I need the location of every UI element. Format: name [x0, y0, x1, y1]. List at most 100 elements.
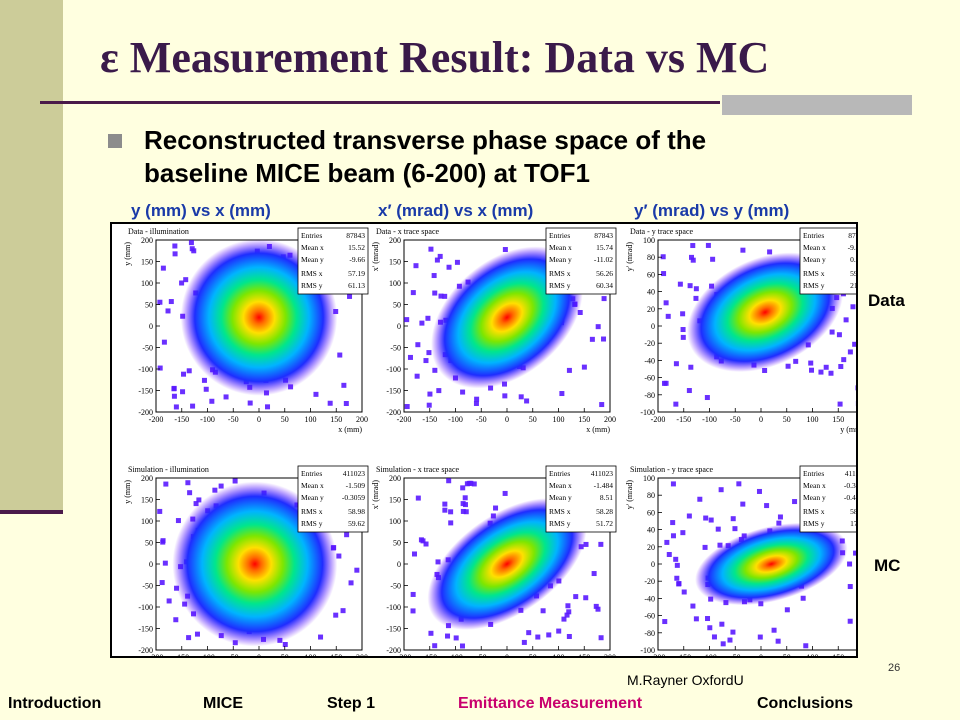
x-tick-label: 50: [783, 415, 791, 424]
scatter-cell: [841, 357, 847, 363]
scatter-cell: [598, 541, 604, 547]
x-tick-label: -50: [730, 415, 741, 424]
scatter-cell: [829, 329, 835, 335]
stats-value: 87843: [848, 231, 856, 240]
y-tick-label: -100: [640, 408, 655, 417]
scatter-cell: [502, 381, 508, 387]
x-tick-label: -150: [676, 653, 691, 656]
scatter-cell: [194, 631, 200, 637]
scatter-cell: [201, 377, 207, 383]
scatter-cell: [598, 635, 604, 641]
scatter-cell: [518, 394, 524, 400]
scatter-cell: [460, 389, 466, 395]
panel-title: Simulation - y trace space: [630, 465, 714, 474]
scatter-cell: [661, 271, 667, 277]
scatter-cell: [162, 560, 168, 566]
scatter-cell: [333, 612, 339, 618]
scatter-cell: [435, 559, 441, 565]
scatter-cell: [453, 635, 459, 641]
scatter-cell: [180, 389, 186, 395]
y-tick-label: -200: [386, 646, 401, 655]
scatter-cell: [583, 595, 589, 601]
nav-introduction[interactable]: Introduction: [8, 695, 102, 712]
scatter-cell: [265, 404, 271, 410]
scatter-cell: [702, 544, 708, 550]
bullet-text: Reconstructed transverse phase space of …: [144, 124, 884, 190]
scatter-cell: [419, 320, 425, 326]
scatter-cell: [732, 526, 738, 532]
scatter-cell: [803, 643, 809, 649]
stats-key: RMS x: [803, 507, 825, 516]
scatter-cell: [428, 630, 434, 636]
x-tick-label: -200: [397, 653, 412, 656]
nav-mice[interactable]: MICE: [203, 695, 243, 712]
scatter-cell: [564, 612, 570, 618]
y-tick-label: 0: [397, 560, 401, 569]
x-tick-label: -150: [174, 415, 189, 424]
scatter-cell: [690, 243, 696, 249]
stats-value: 8.51: [600, 493, 613, 502]
y-tick-label: 40: [647, 288, 655, 297]
scatter-cell: [163, 481, 169, 487]
nav-conclusions[interactable]: Conclusions: [757, 695, 854, 712]
nav-step-1[interactable]: Step 1: [327, 695, 376, 712]
nav-emittance-measurement[interactable]: Emittance Measurement: [458, 695, 643, 712]
scatter-cell: [412, 551, 418, 557]
scatter-cell: [855, 385, 861, 391]
y-axis-label: x' (mrad): [371, 242, 380, 272]
y-tick-label: 150: [141, 258, 153, 267]
scatter-cell: [232, 478, 238, 484]
scatter-cell: [823, 364, 829, 370]
stats-key: Mean y: [549, 255, 572, 264]
scatter-cell: [595, 324, 601, 330]
scatter-cell: [664, 539, 670, 545]
x-tick-label: -50: [730, 653, 741, 656]
scatter-cell: [336, 553, 342, 559]
y-tick-label: -50: [390, 344, 401, 353]
scatter-cell: [459, 643, 465, 649]
x-tick-label: 150: [832, 415, 844, 424]
scatter-cell: [843, 317, 849, 323]
x-tick-label: 50: [281, 415, 289, 424]
y-tick-label: 40: [647, 526, 655, 535]
x-tick-label: -50: [228, 415, 239, 424]
scatter-cell: [526, 630, 532, 636]
scatter-cell: [247, 400, 253, 406]
y-tick-label: 80: [647, 253, 655, 262]
scatter-cell: [524, 398, 530, 404]
stats-value: 87843: [346, 231, 365, 240]
scatter-cell: [852, 341, 858, 347]
y-tick-label: -60: [644, 374, 655, 383]
title-rule-block: [722, 95, 912, 115]
stats-value: 58.98: [348, 507, 365, 516]
scatter-cell: [688, 364, 694, 370]
plots-frame: Data - illumination -200 -150 -100 -50 0 50 100…: [110, 222, 871, 672]
stats-key: RMS y: [549, 519, 571, 528]
scatter-cell: [785, 363, 791, 369]
scatter-cell: [680, 530, 686, 536]
scatter-cell: [423, 358, 429, 364]
x-axis-label: x (mm): [586, 425, 610, 434]
stats-value: 411023: [591, 469, 613, 478]
scatter-cell: [720, 641, 726, 647]
y-tick-label: -80: [644, 391, 655, 400]
scatter-cell: [559, 391, 565, 397]
scatter-cell: [718, 487, 724, 493]
scatter-cell: [686, 513, 692, 519]
stats-key: RMS y: [803, 519, 825, 528]
y-axis-label: x' (mrad): [371, 480, 380, 510]
scatter-cell: [341, 382, 347, 388]
stats-key: Mean x: [301, 481, 324, 490]
scatter-cell: [589, 336, 595, 342]
left-decor-strip: [0, 0, 63, 510]
x-tick-label: 100: [553, 415, 565, 424]
stats-value: 59.64: [850, 269, 856, 278]
scatter-cell: [468, 480, 474, 486]
scatter-cell: [703, 515, 709, 521]
y-tick-label: -100: [138, 365, 153, 374]
scatter-cell: [777, 514, 783, 520]
stats-value: -0.4579: [844, 493, 856, 502]
scatter-cell: [715, 526, 721, 532]
x-tick-label: 100: [807, 415, 819, 424]
row-label-data: Data: [868, 291, 905, 310]
